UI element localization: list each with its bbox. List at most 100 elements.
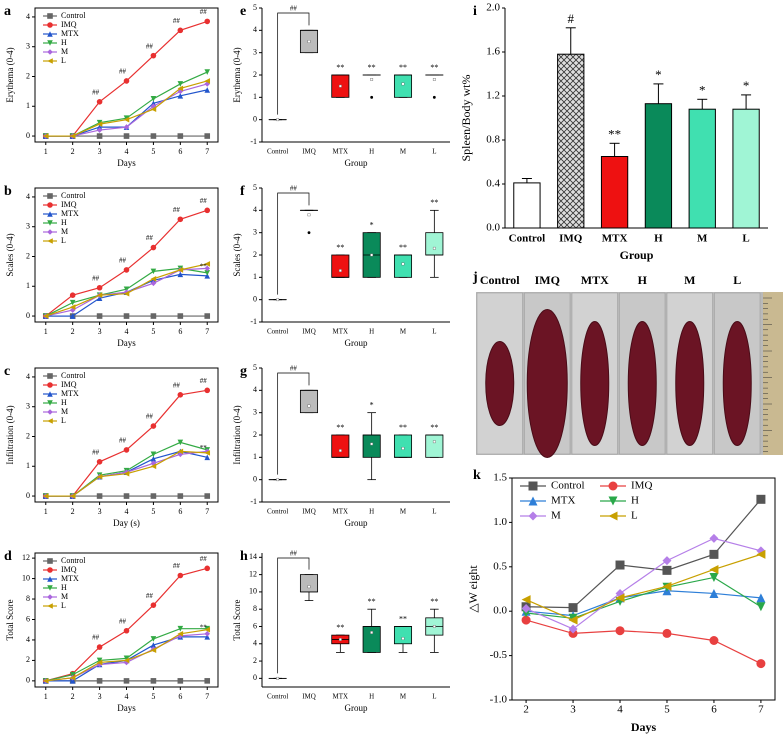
- x-tick-label: L: [742, 233, 749, 245]
- marker: [177, 625, 184, 632]
- marker: [96, 659, 103, 666]
- x-tick-label: M: [400, 693, 407, 701]
- marker: [47, 594, 53, 600]
- marker: [177, 678, 184, 684]
- bracket: [277, 372, 310, 475]
- mean: [276, 118, 280, 122]
- marker: [177, 81, 184, 87]
- x-tick-label: 7: [205, 327, 209, 336]
- marker: [69, 307, 76, 313]
- marker: [608, 481, 618, 491]
- y-tick-label: 0.8: [486, 134, 500, 146]
- outlier: [307, 231, 311, 235]
- legend-label: M: [551, 510, 561, 522]
- marker: [69, 678, 76, 684]
- significance: **: [336, 243, 344, 252]
- marker: [47, 31, 53, 37]
- marker: [123, 627, 130, 634]
- legend-label: M: [61, 47, 68, 56]
- mean: [401, 447, 405, 450]
- marker: [47, 409, 53, 415]
- marker: [96, 473, 103, 480]
- y-tick-label: 1: [253, 272, 257, 281]
- panel-letter: b: [4, 184, 12, 199]
- marker: [521, 615, 531, 625]
- marker: [123, 78, 130, 84]
- marker: [123, 447, 130, 453]
- marker: [96, 284, 103, 291]
- annotation: ##: [173, 562, 181, 570]
- x-tick-label: 4: [125, 507, 129, 516]
- marker: [47, 202, 53, 208]
- panel-letter: d: [4, 549, 12, 564]
- marker: [608, 511, 618, 521]
- marker: [47, 49, 53, 55]
- x-tick-label: M: [697, 233, 708, 245]
- panel-letter: c: [4, 364, 10, 379]
- marker: [177, 313, 184, 319]
- y-tick-label: 0: [26, 131, 30, 140]
- photo-label: L: [733, 273, 741, 287]
- marker: [150, 100, 157, 107]
- legend-label: Control: [61, 556, 86, 565]
- marker: [756, 593, 766, 603]
- bracket-label: ##: [290, 5, 298, 13]
- marker: [204, 387, 211, 394]
- annotation: ##: [200, 197, 208, 205]
- marker: [69, 674, 76, 681]
- marker: [47, 373, 53, 379]
- photo-label: IMQ: [535, 273, 560, 287]
- marker: [123, 115, 130, 121]
- marker: [177, 633, 184, 639]
- x-axis-title: Group: [345, 158, 368, 168]
- legend-label: L: [61, 416, 66, 425]
- y-tick-label: 1: [26, 461, 30, 470]
- mean: [432, 625, 436, 628]
- annotation: ##: [92, 274, 100, 282]
- marker: [150, 52, 157, 59]
- y-axis-title: Infiltration (0-4): [232, 405, 242, 464]
- mean: [370, 442, 374, 446]
- marker: [47, 238, 53, 244]
- significance: **: [399, 614, 407, 623]
- marker: [177, 572, 184, 579]
- x-tick-label: L: [432, 328, 436, 336]
- annotation: **: [200, 444, 208, 452]
- marker: [96, 295, 103, 301]
- marker: [150, 642, 157, 648]
- marker: [150, 106, 157, 113]
- x-tick-label: 2: [71, 147, 75, 156]
- box: [393, 434, 413, 458]
- legend-label: IMQ: [61, 20, 77, 29]
- panel-letter: j: [472, 270, 478, 285]
- marker: [528, 496, 538, 506]
- marker: [568, 603, 578, 613]
- significance: **: [430, 63, 438, 72]
- y-tick-label: 1: [26, 281, 30, 290]
- marker: [204, 313, 211, 319]
- y-tick-label: -0.5: [490, 649, 508, 661]
- x-tick-label: 1: [44, 147, 48, 156]
- x-tick-label: 5: [151, 327, 155, 336]
- y-tick-label: 0.5: [493, 560, 507, 572]
- legend-label: H: [61, 38, 67, 47]
- y-tick-label: 12: [22, 553, 30, 562]
- marker: [47, 193, 53, 199]
- marker: [123, 116, 130, 123]
- y-tick-label: 4: [253, 25, 257, 34]
- bracket-label: ##: [290, 365, 298, 373]
- significance: **: [430, 597, 438, 606]
- ruler: [763, 292, 783, 455]
- y-tick-label: -1: [250, 317, 257, 326]
- bracket: [277, 12, 310, 115]
- mean: [338, 269, 342, 273]
- series-line: [525, 537, 762, 630]
- marker: [150, 647, 157, 653]
- y-tick-label: 8: [253, 604, 257, 613]
- marker: [150, 493, 157, 499]
- x-tick-label: MTX: [333, 148, 349, 156]
- x-axis-title: Group: [345, 338, 368, 348]
- y-axis-title: Infiltration (0-4): [5, 405, 15, 464]
- marker: [756, 549, 766, 559]
- marker: [47, 40, 53, 46]
